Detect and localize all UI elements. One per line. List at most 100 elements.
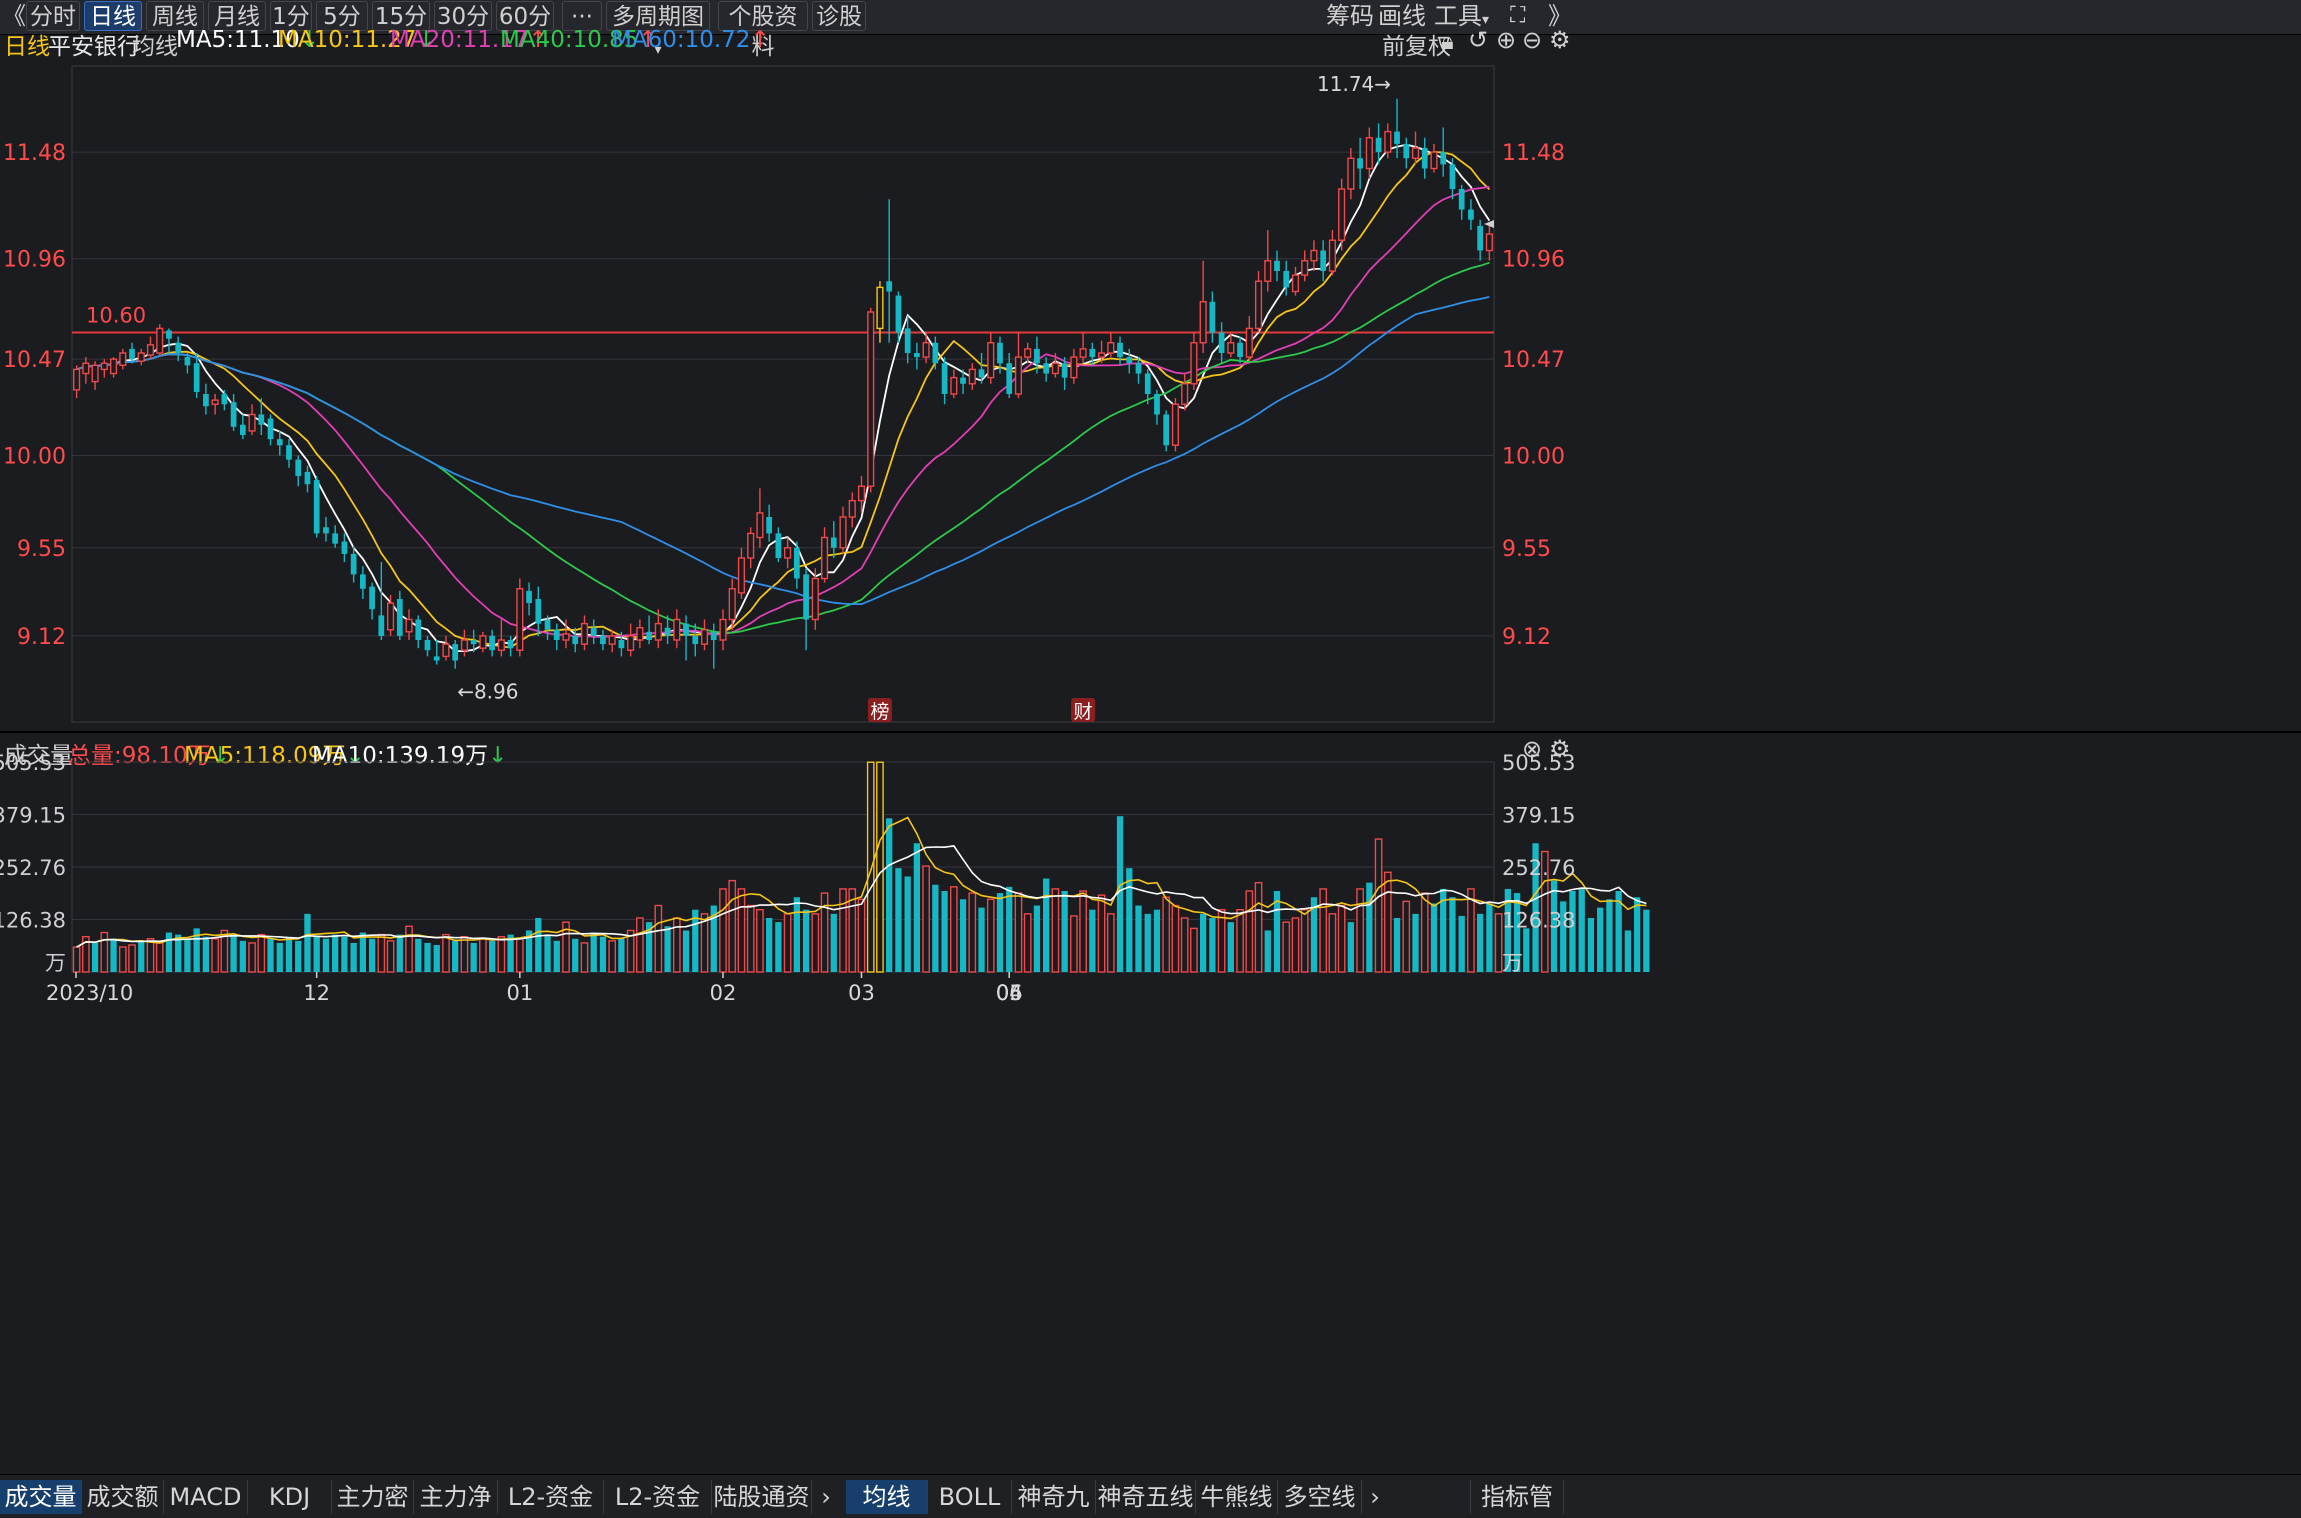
volume-bar xyxy=(1374,838,1383,973)
price-tick-left: 10.47 xyxy=(3,348,66,373)
volume-bar xyxy=(184,938,191,972)
date-tick-label: 04 xyxy=(996,981,1023,1005)
tab-turnover[interactable]: 成交额 xyxy=(82,1480,164,1514)
tab-volume[interactable]: 成交量 xyxy=(0,1480,82,1514)
candle-body xyxy=(710,631,717,640)
candle-body xyxy=(295,459,302,476)
close-icon[interactable]: ⊗ xyxy=(1522,735,1543,763)
candle-body xyxy=(1070,356,1078,379)
tab-monthly[interactable]: 月线 xyxy=(208,1,266,31)
back-icon[interactable]: 《 xyxy=(2,2,26,30)
volume-bar xyxy=(1560,901,1567,972)
lock-icon[interactable]: 🔒︎ xyxy=(1441,27,1454,55)
volume-bar xyxy=(386,940,395,973)
volume-bar xyxy=(904,876,911,972)
tab-l2-bottom[interactable]: L2-资金抄底 xyxy=(498,1480,604,1518)
settings-icon[interactable]: ⚙ xyxy=(1549,26,1571,54)
zoom-out-icon[interactable]: ⊖ xyxy=(1522,26,1543,54)
stock-info-button[interactable]: 个股资料 xyxy=(718,1,808,60)
settings-icon[interactable]: ⚙ xyxy=(1549,735,1571,763)
tab-hk-connect[interactable]: 陆股通资金 xyxy=(712,1480,812,1518)
candle-body xyxy=(1320,250,1327,271)
volume-bar xyxy=(1383,871,1392,973)
candle-body xyxy=(1024,348,1032,358)
tab-1min[interactable]: 1分 xyxy=(270,1,312,31)
tab-5min[interactable]: 5分 xyxy=(316,1,368,31)
tab-ma[interactable]: 均线 xyxy=(846,1480,928,1514)
candle-body xyxy=(1034,348,1040,364)
volume-tick-left: 379.15 xyxy=(0,803,66,827)
current-price-pointer-icon xyxy=(1484,220,1494,228)
volume-bar xyxy=(775,922,782,972)
kline-chart[interactable]: 11.48 11.48 10.96 10.96 10.47 10.47 10.00 10.00… xyxy=(0,34,2301,1474)
ma-label[interactable]: 均线 xyxy=(132,34,178,60)
volume-bar xyxy=(497,935,506,973)
tab-60min[interactable]: 60分 xyxy=(496,1,554,31)
candle-body xyxy=(211,399,219,405)
volume-bar xyxy=(155,942,164,973)
volume-bar xyxy=(118,946,127,973)
volume-bar xyxy=(313,936,320,972)
zoom-in-icon[interactable]: ⊕ xyxy=(1496,26,1517,54)
tab-macd[interactable]: MACD xyxy=(164,1480,248,1514)
volume-bar xyxy=(876,761,884,973)
tab-30min[interactable]: 30分 xyxy=(434,1,492,31)
candle-body xyxy=(1264,260,1272,282)
tab-bull-bear[interactable]: 牛熊线 xyxy=(1196,1480,1278,1514)
candle-body xyxy=(387,602,395,631)
tab-daily[interactable]: 日线 xyxy=(84,1,142,31)
tab-weekly[interactable]: 周线 xyxy=(146,1,204,31)
candle-body xyxy=(618,640,625,649)
tools-button[interactable]: 工具▾ xyxy=(1434,1,1489,31)
volume-bar xyxy=(1587,917,1595,972)
chevron-right-icon[interactable]: › xyxy=(821,1483,831,1511)
tab-long-short[interactable]: 多空线 xyxy=(1278,1480,1362,1514)
more-periods-button[interactable]: ··· xyxy=(562,1,602,31)
candle-body xyxy=(396,599,403,636)
tab-five-line[interactable]: 神奇五线谱 xyxy=(1096,1480,1196,1518)
undo-icon[interactable]: ↺ xyxy=(1468,26,1489,54)
tab-15min[interactable]: 15分 xyxy=(372,1,430,31)
chips-button[interactable]: 筹码 xyxy=(1326,2,1374,30)
tab-kdj[interactable]: KDJ xyxy=(248,1480,332,1514)
expand-icon[interactable]: ⛶ xyxy=(1510,3,1526,28)
volume-bar xyxy=(1190,927,1198,973)
candle-body xyxy=(775,533,782,558)
chevron-right-icon[interactable]: › xyxy=(1370,1483,1380,1511)
indicator-management-button[interactable]: 指标管理 xyxy=(1470,1480,1564,1518)
volume-bar xyxy=(1033,905,1041,972)
candle-body xyxy=(1079,348,1087,358)
adjust-mode[interactable]: 前复权 xyxy=(1382,34,1451,60)
tab-main-code[interactable]: 主力密码 xyxy=(332,1480,414,1518)
tab-boll[interactable]: BOLL xyxy=(928,1480,1012,1514)
candle-body xyxy=(1347,157,1355,190)
candle-body xyxy=(1440,152,1447,165)
tab-minute[interactable]: 分时 xyxy=(26,1,80,31)
volume-bar xyxy=(368,938,376,972)
candle-body xyxy=(793,547,800,579)
volume-bar xyxy=(608,940,617,973)
candle-body xyxy=(830,537,837,548)
volume-bar xyxy=(488,940,496,972)
volume-bar xyxy=(932,884,939,972)
tab-nine-turn[interactable]: 神奇九转 xyxy=(1012,1480,1096,1518)
candle-body xyxy=(304,471,311,485)
event-marker-label: 财 xyxy=(1074,701,1093,723)
multi-period-button[interactable]: 多周期图 ▾ xyxy=(606,1,710,58)
volume-bars[interactable] xyxy=(72,761,1650,973)
candle-body xyxy=(950,376,958,395)
volume-bar xyxy=(1254,881,1263,973)
event-marker-box xyxy=(867,698,892,722)
tab-main-net[interactable]: 主力净额 xyxy=(414,1480,498,1518)
candles[interactable] xyxy=(73,98,1493,669)
draw-button[interactable]: 画线 xyxy=(1378,2,1426,30)
volume-bar xyxy=(986,898,995,973)
candle-body xyxy=(1328,239,1336,272)
candle-body xyxy=(1171,403,1179,446)
tab-l2-position[interactable]: L2-资金仓位 xyxy=(604,1480,712,1518)
diagnose-button[interactable]: 诊股 xyxy=(812,1,866,31)
volume-bar xyxy=(91,942,99,972)
volume-bar xyxy=(1153,909,1161,972)
candle-body xyxy=(91,364,99,383)
double-chevron-right-icon[interactable]: 》 xyxy=(1548,2,1572,30)
